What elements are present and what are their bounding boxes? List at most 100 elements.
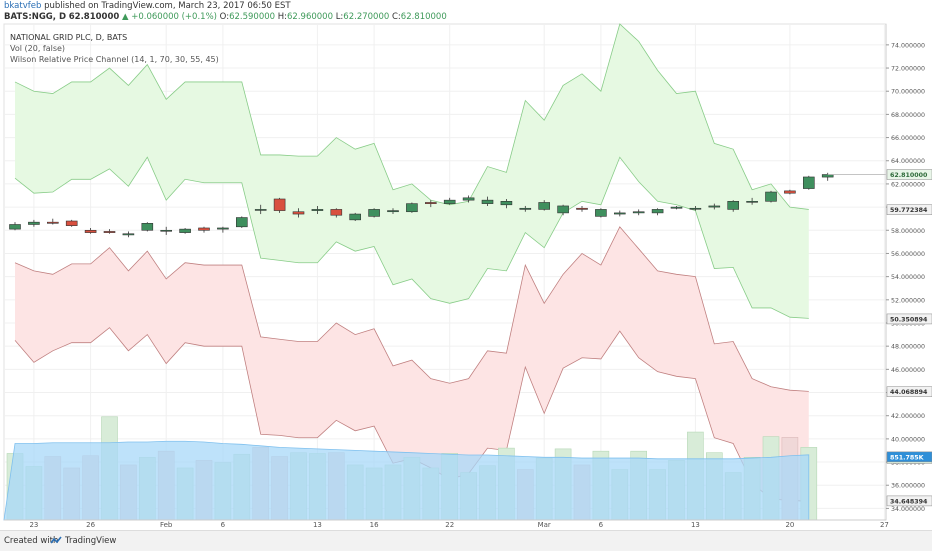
candle-body	[651, 209, 664, 214]
candle	[519, 205, 532, 212]
candle	[103, 229, 116, 234]
channel-price-tag: 59.772384	[890, 207, 928, 214]
y-tick-label: 48.000000	[891, 344, 925, 351]
last-price: 62.810000	[68, 12, 120, 22]
volume-pane	[3, 416, 818, 521]
channel-price-tag-box	[886, 313, 932, 325]
candle-body	[689, 207, 702, 210]
tradingview-brand[interactable]: TradingView	[65, 536, 117, 546]
candle-body	[784, 190, 796, 194]
x-tick-label: 20	[785, 521, 794, 529]
price-axis-labels: 62.810000 59.772384 50.350894 44.068894 34.6…	[886, 169, 932, 507]
y-tick-label: 56.000000	[891, 251, 925, 258]
y-tick-label: 42.000000	[891, 413, 925, 420]
footer-bar: Created with TradingView	[0, 530, 932, 551]
volume-ma-area	[3, 440, 810, 521]
candle-body	[632, 211, 645, 214]
y-tick-label: 58.000000	[891, 228, 925, 235]
candle	[538, 200, 551, 211]
low-label: L:	[335, 12, 344, 22]
price-axis[interactable]: 34.00000036.00000038.00000040.00000042.0…	[885, 24, 932, 520]
channel-price-tag: 50.350894	[890, 316, 928, 323]
change-value: +0.060000 (+0.1%)	[131, 12, 217, 22]
candle-body	[443, 199, 456, 204]
high-value: 62.960000	[287, 12, 333, 22]
upper-channel-top-line	[14, 23, 809, 210]
candle-body	[424, 202, 437, 204]
open-label: O:	[219, 12, 230, 22]
last-price-tag-box	[886, 169, 932, 180]
candle-body	[84, 229, 97, 233]
symbol-label[interactable]: BATS:NGG, D	[4, 12, 67, 22]
candle-body	[46, 221, 59, 224]
candle	[217, 226, 229, 233]
channel-price-tag: 34.648394	[890, 498, 928, 505]
open-value: 62.590000	[229, 12, 276, 22]
chart-legend: NATIONAL GRID PLC, D, BATS Vol (20, fals…	[10, 32, 219, 65]
channel-price-tag-box	[886, 495, 932, 507]
y-tick-label: 70.000000	[891, 89, 925, 96]
candle-body	[122, 233, 135, 236]
candle	[28, 219, 40, 227]
candle-body	[765, 191, 777, 202]
volume-ma-tag: 851.785K	[890, 454, 925, 461]
candle	[651, 208, 664, 216]
legend-symbol[interactable]: NATIONAL GRID PLC, D, BATS	[10, 33, 128, 42]
candle	[576, 205, 588, 212]
candle	[727, 200, 740, 212]
candle	[670, 205, 683, 210]
y-tick-label: 36.000000	[891, 483, 925, 490]
close-value: 62.810000	[400, 12, 447, 22]
candle-body	[330, 209, 343, 216]
candle-body	[292, 211, 305, 215]
candle-body	[368, 209, 380, 217]
y-tick-label: 34.000000	[891, 506, 925, 513]
candle-body	[727, 201, 740, 210]
channel-price-tag-box	[886, 204, 932, 215]
tradingview-logo-icon[interactable]	[50, 536, 62, 548]
candle	[746, 197, 758, 205]
candle	[689, 205, 702, 211]
candle-body	[670, 206, 683, 209]
candle-body	[9, 224, 21, 230]
x-tick-label: 22	[445, 521, 454, 529]
y-tick-label: 54.000000	[891, 274, 925, 281]
candle	[481, 196, 494, 206]
time-axis[interactable]: 23 26 Feb 6 13 16 22 Mar 6 13 20 27	[4, 519, 889, 529]
y-tick-label: 62.000000	[891, 181, 925, 188]
candle-body	[802, 176, 815, 189]
candle	[160, 226, 172, 235]
candle-body	[576, 207, 588, 210]
high-label: H:	[277, 12, 288, 22]
candle	[595, 208, 607, 218]
price-chart[interactable]: 34.00000036.00000038.00000040.00000042.0…	[0, 0, 932, 530]
candle	[179, 227, 191, 234]
candle	[406, 202, 418, 213]
candle-body	[236, 217, 248, 228]
candle	[765, 190, 777, 203]
volume-ma-tag-box	[886, 451, 932, 463]
candle	[46, 218, 59, 225]
channel-price-tag: 44.068894	[890, 389, 928, 396]
candle-body	[500, 201, 513, 206]
upper-channel-bottom-line	[14, 156, 809, 319]
x-tick-label: 26	[86, 521, 95, 529]
author-link[interactable]: bkatvfeb	[4, 1, 42, 11]
y-tick-label: 52.000000	[891, 297, 925, 304]
x-tick-label: 6	[221, 521, 226, 529]
last-price-tag: 62.810000	[890, 172, 928, 179]
lower-channel-fill	[15, 226, 809, 502]
legend-indicator[interactable]: Wilson Relative Price Channel (14, 1, 70…	[10, 55, 219, 64]
legend-volume[interactable]: Vol (20, false)	[10, 44, 66, 53]
candle-body	[217, 227, 229, 230]
y-tick-label: 74.000000	[891, 42, 925, 49]
candle-body	[557, 205, 569, 214]
candle	[141, 222, 154, 232]
y-tick-label: 40.000000	[891, 436, 925, 443]
x-tick-label: 23	[29, 521, 38, 529]
candle-body	[519, 207, 532, 210]
x-tick-label: 13	[313, 521, 322, 529]
change-arrow-icon: ▲	[121, 12, 129, 22]
x-tick-label: 27	[880, 521, 889, 529]
y-tick-label: 46.000000	[891, 367, 925, 374]
